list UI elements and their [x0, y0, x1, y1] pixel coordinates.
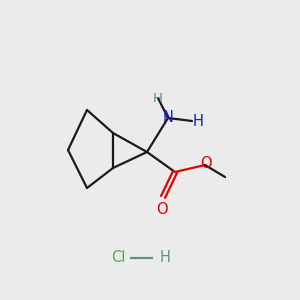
Text: H: H: [193, 113, 204, 128]
Text: H: H: [160, 250, 171, 266]
Text: O: O: [156, 202, 168, 217]
Text: N: N: [163, 110, 173, 125]
Text: H: H: [153, 92, 163, 104]
Text: Cl: Cl: [111, 250, 125, 266]
Text: O: O: [200, 157, 212, 172]
